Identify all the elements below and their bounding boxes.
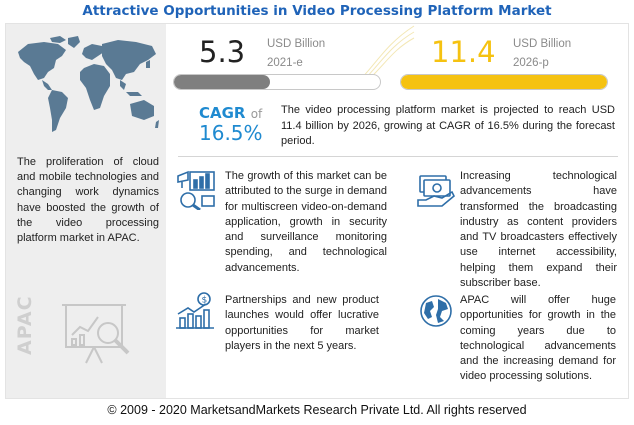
cagr-value: 16.5%: [199, 121, 263, 145]
page-title: Attractive Opportunities in Video Proces…: [82, 3, 552, 19]
market-2021-value: 5.3: [199, 35, 246, 69]
cagr-of-text: of: [250, 107, 263, 121]
money-broadcast-icon: [417, 175, 455, 207]
market-2021-unit: USD Billion: [267, 38, 326, 50]
left-panel: The proliferation of cloud and mobile te…: [6, 24, 166, 398]
section-divider: [178, 156, 618, 157]
copyright-footer: © 2009 - 2020 MarketsandMarkets Research…: [107, 403, 527, 417]
svg-text:$: $: [202, 296, 208, 306]
point-2-text: Increasing technological advancements ha…: [460, 170, 617, 290]
cagr-description: The video processing platform market is …: [281, 104, 615, 147]
market-2026-value: 11.4: [431, 35, 496, 69]
growth-bars-icon: $: [176, 292, 214, 329]
market-2026-bar: [400, 74, 608, 90]
market-2026-year: 2026-p: [513, 57, 549, 69]
point-3-text: Partnerships and new product launches wo…: [225, 294, 379, 352]
market-2021-year: 2021-e: [267, 57, 303, 69]
world-map-icon: [18, 36, 159, 132]
point-1-text: The growth of this market can be attribu…: [225, 170, 387, 274]
globe-icon: [420, 295, 452, 327]
cagr-label-text: CAGR: [199, 104, 246, 122]
cagr-label: CAGR of: [199, 104, 262, 122]
infographic-frame: [5, 23, 629, 399]
apac-region-label: APAC: [14, 295, 36, 355]
market-2021-bar: [173, 74, 381, 90]
market-2026-bar-fill: [401, 75, 607, 89]
left-panel-description: The proliferation of cloud and mobile te…: [17, 156, 159, 245]
market-2026-unit: USD Billion: [513, 38, 572, 50]
chart-magnifier-icon: [62, 304, 130, 364]
market-2021-bar-fill: [174, 75, 270, 89]
surveillance-chart-icon: [177, 170, 215, 210]
point-4-text: APAC will offer huge opportunities for g…: [460, 294, 616, 383]
